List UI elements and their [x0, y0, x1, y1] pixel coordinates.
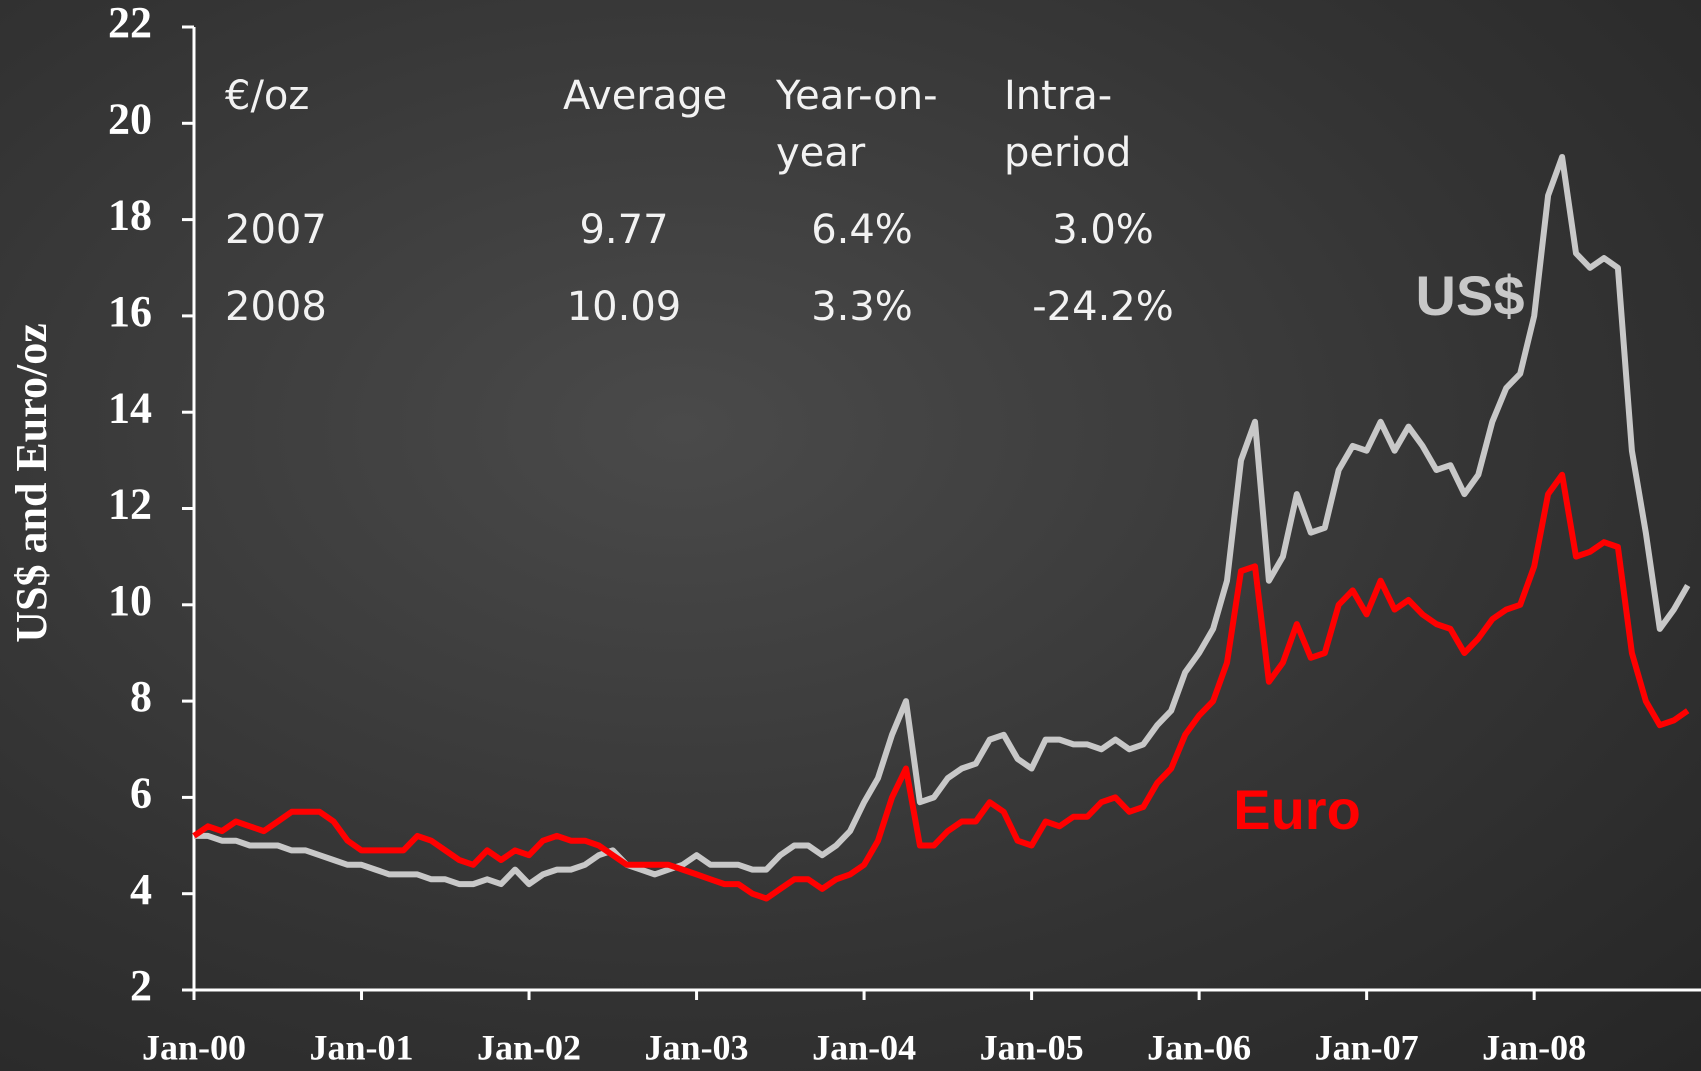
table-cell: -24.2%: [1032, 284, 1174, 330]
table-cell: 2007: [225, 207, 327, 253]
table-cell: 6.4%: [811, 207, 913, 253]
series-label: Euro: [1233, 778, 1361, 841]
chart-area: US$ and Euro/oz 2 4 6 8 10 12 14 16 18 20 22 Jan-00…: [0, 0, 1701, 1071]
table-cell: 9.77: [579, 207, 668, 253]
table-header: Average: [563, 68, 763, 125]
y-tick-label: 8: [130, 672, 152, 721]
table-header: €/oz: [225, 68, 415, 125]
y-tick-label: 18: [108, 191, 152, 240]
y-tick-label: 10: [108, 576, 152, 625]
x-tick-label: Jan-04: [812, 1027, 916, 1067]
y-tick-label: 14: [108, 383, 152, 432]
y-tick-label: 16: [108, 287, 152, 336]
y-tick-label: 4: [130, 865, 152, 914]
table-header: Intra-period: [1004, 68, 1194, 182]
table-cell: 3.0%: [1052, 207, 1154, 253]
x-tick-label: Jan-05: [980, 1027, 1084, 1067]
y-tick-label: 6: [130, 768, 152, 817]
table-cell: 10.09: [567, 284, 682, 330]
table-header: Year-on-year: [776, 68, 966, 182]
x-tick-label: Jan-08: [1482, 1027, 1586, 1067]
y-tick-label: 22: [108, 0, 152, 47]
series-label: US$: [1416, 264, 1525, 327]
y-tick-label: 2: [130, 961, 152, 1010]
x-tick-label: Jan-03: [645, 1027, 749, 1067]
table-cell: 3.3%: [811, 284, 913, 330]
y-tick-label: 20: [108, 94, 152, 143]
y-tick-label: 12: [108, 480, 152, 529]
series-line: [194, 475, 1688, 899]
x-tick-label: Jan-02: [477, 1027, 581, 1067]
table-cell: 2008: [225, 284, 327, 330]
x-tick-label: Jan-07: [1315, 1027, 1419, 1067]
x-tick-label: Jan-01: [310, 1027, 414, 1067]
x-tick-label: Jan-00: [142, 1027, 246, 1067]
x-tick-label: Jan-06: [1147, 1027, 1251, 1067]
y-axis-title: US$ and Euro/oz: [7, 323, 56, 643]
